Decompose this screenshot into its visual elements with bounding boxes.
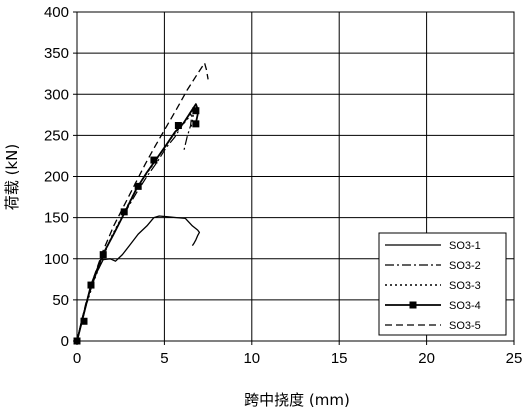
so3-4-marker — [150, 156, 158, 164]
y-tick-label: 50 — [52, 292, 69, 309]
so3-4-marker — [192, 120, 200, 128]
x-tick-label: 10 — [243, 350, 260, 367]
y-tick-label: 0 — [61, 333, 69, 350]
legend-marker — [409, 301, 417, 309]
legend-label: SO3-2 — [449, 260, 481, 272]
y-tick-label: 150 — [44, 210, 69, 227]
y-axis-title: 荷载 (kN) — [3, 144, 21, 210]
x-tick-label: 5 — [160, 350, 168, 367]
so3-4-marker — [174, 122, 182, 130]
x-axis-ticks: 0 5 10 15 20 25 — [73, 341, 523, 367]
y-axis-ticks: 0 50 100 150 200 250 300 350 400 — [44, 4, 77, 350]
legend-label: SO3-3 — [449, 280, 481, 292]
legend-label: SO3-4 — [449, 300, 481, 312]
so3-4-marker — [99, 251, 107, 259]
so3-4-marker — [80, 317, 88, 325]
so3-4-marker — [73, 337, 81, 345]
x-tick-label: 20 — [418, 350, 435, 367]
y-tick-label: 350 — [44, 45, 69, 62]
x-axis-title: 跨中挠度 (mm) — [244, 391, 350, 409]
series-group — [73, 62, 209, 345]
y-tick-label: 300 — [44, 86, 69, 103]
y-tick-label: 100 — [44, 251, 69, 268]
so3-4-marker — [192, 107, 200, 115]
so3-4-marker — [87, 281, 95, 289]
y-tick-label: 400 — [44, 4, 69, 21]
legend: SO3-1 SO3-2 SO3-3 SO3-4 SO3-5 — [378, 232, 507, 336]
series-line-so3-5 — [76, 62, 209, 342]
so3-4-marker — [120, 208, 128, 216]
legend-label: SO3-1 — [449, 240, 481, 252]
y-tick-label: 250 — [44, 127, 69, 144]
x-tick-label: 25 — [506, 350, 523, 367]
so3-4-marker — [134, 182, 142, 190]
x-tick-label: 0 — [73, 350, 81, 367]
legend-box — [378, 232, 507, 336]
y-tick-label: 200 — [44, 169, 69, 186]
legend-label: SO3-5 — [449, 320, 481, 332]
x-tick-label: 15 — [331, 350, 348, 367]
